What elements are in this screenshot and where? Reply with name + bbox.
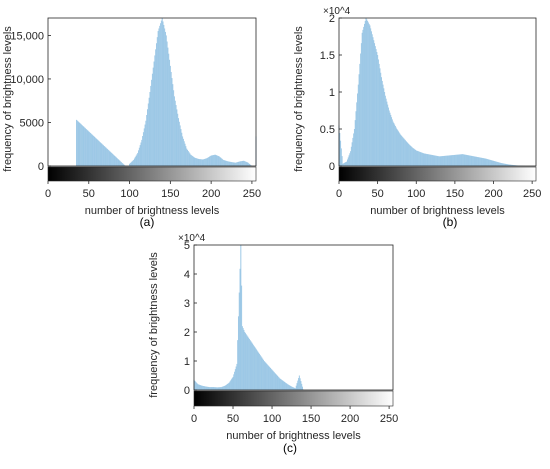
- x-tick-label: 250: [243, 188, 261, 200]
- grayscale-colorbar: [48, 167, 256, 181]
- x-tick-label: 200: [484, 188, 502, 200]
- y-tick-label: 15,000: [10, 30, 44, 42]
- x-tick-label: 100: [263, 413, 281, 425]
- y-tick-label: 1: [184, 356, 190, 368]
- x-tick-label: 250: [380, 413, 398, 425]
- x-tick-label: 150: [446, 188, 464, 200]
- panel-label: (a): [140, 215, 155, 229]
- y-tick-label: 0: [184, 385, 190, 397]
- x-tick-label: 150: [161, 188, 179, 200]
- x-axis-label: number of brightness levels: [370, 205, 505, 217]
- x-tick-label: 150: [302, 413, 320, 425]
- x-tick-label: 250: [523, 188, 541, 200]
- x-tick-label: 200: [341, 413, 359, 425]
- panel-label: (c): [283, 441, 297, 455]
- x-tick-label: 50: [83, 188, 95, 200]
- y-axis-label: frequency of brightness levels: [148, 252, 160, 398]
- y-tick-label: 0.5: [320, 124, 335, 136]
- y-tick-label: 2: [184, 327, 190, 339]
- y-tick-label: 10,000: [10, 74, 44, 86]
- x-tick-label: 100: [407, 188, 425, 200]
- y-tick-label: 5000: [20, 117, 44, 129]
- y-tick-label: 1: [329, 87, 335, 99]
- x-tick-label: 0: [191, 413, 197, 425]
- y-tick-label: 4: [184, 269, 190, 281]
- grayscale-colorbar: [339, 167, 536, 181]
- x-tick-label: 50: [227, 413, 239, 425]
- y-multiplier: ×10^4: [323, 6, 351, 17]
- x-tick-label: 0: [336, 188, 342, 200]
- plot-area: [194, 245, 393, 390]
- panel-label: (b): [443, 215, 458, 229]
- y-axis-label: frequency of brightness levels: [293, 26, 305, 172]
- y-tick-label: 1.5: [320, 50, 335, 62]
- x-tick-label: 100: [120, 188, 138, 200]
- grayscale-colorbar: [194, 391, 393, 406]
- y-tick-label: 0: [38, 161, 44, 173]
- y-axis-label: frequency of brightness levels: [2, 26, 14, 172]
- x-tick-label: 0: [45, 188, 51, 200]
- y-tick-label: 0: [329, 161, 335, 173]
- x-tick-label: 50: [372, 188, 384, 200]
- x-tick-label: 200: [202, 188, 220, 200]
- y-multiplier: ×10^4: [178, 233, 206, 244]
- y-tick-label: 3: [184, 298, 190, 310]
